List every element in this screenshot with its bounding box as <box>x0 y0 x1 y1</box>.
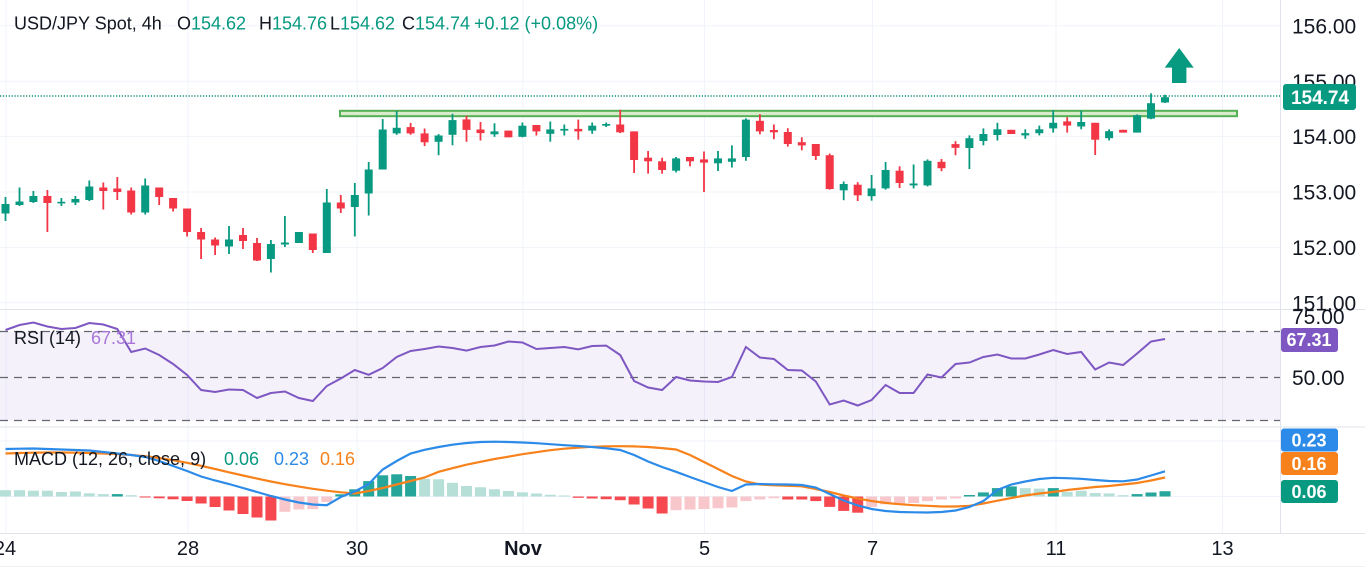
svg-text:+0.12 (+0.08%): +0.12 (+0.08%) <box>474 14 598 34</box>
svg-text:24: 24 <box>0 538 16 560</box>
svg-text:MACD (12, 26, close, 9): MACD (12, 26, close, 9) <box>14 449 206 469</box>
svg-text:0.16: 0.16 <box>1291 454 1326 474</box>
svg-text:75.00: 75.00 <box>1292 306 1345 329</box>
svg-text:11: 11 <box>1046 538 1067 560</box>
svg-text:67.31: 67.31 <box>91 328 136 348</box>
svg-text:Nov: Nov <box>504 538 543 560</box>
svg-text:0.23: 0.23 <box>274 449 309 469</box>
svg-text:RSI (14): RSI (14) <box>14 328 81 348</box>
svg-text:50.00: 50.00 <box>1292 367 1345 390</box>
svg-text:USD/JPY Spot, 4h: USD/JPY Spot, 4h <box>14 14 162 34</box>
svg-text:7: 7 <box>867 538 878 560</box>
svg-text:152.00: 152.00 <box>1292 237 1356 260</box>
svg-text:0.16: 0.16 <box>320 449 355 469</box>
svg-text:156.00: 156.00 <box>1292 15 1356 38</box>
svg-text:67.31: 67.31 <box>1286 330 1331 350</box>
svg-text:154.00: 154.00 <box>1292 126 1356 149</box>
svg-text:5: 5 <box>699 538 710 560</box>
svg-text:C154.74: C154.74 <box>402 14 470 34</box>
svg-text:L154.62: L154.62 <box>330 14 395 34</box>
svg-text:28: 28 <box>177 538 199 560</box>
svg-text:0.06: 0.06 <box>1291 482 1326 502</box>
svg-text:153.00: 153.00 <box>1292 182 1356 205</box>
svg-text:0.06: 0.06 <box>224 449 259 469</box>
svg-text:154.74: 154.74 <box>1291 88 1350 109</box>
svg-text:30: 30 <box>346 538 368 560</box>
svg-text:13: 13 <box>1211 538 1233 560</box>
svg-text:O154.62: O154.62 <box>177 14 246 34</box>
svg-text:H154.76: H154.76 <box>259 14 327 34</box>
svg-text:151.00: 151.00 <box>1292 292 1356 315</box>
svg-text:0.23: 0.23 <box>1291 431 1326 451</box>
